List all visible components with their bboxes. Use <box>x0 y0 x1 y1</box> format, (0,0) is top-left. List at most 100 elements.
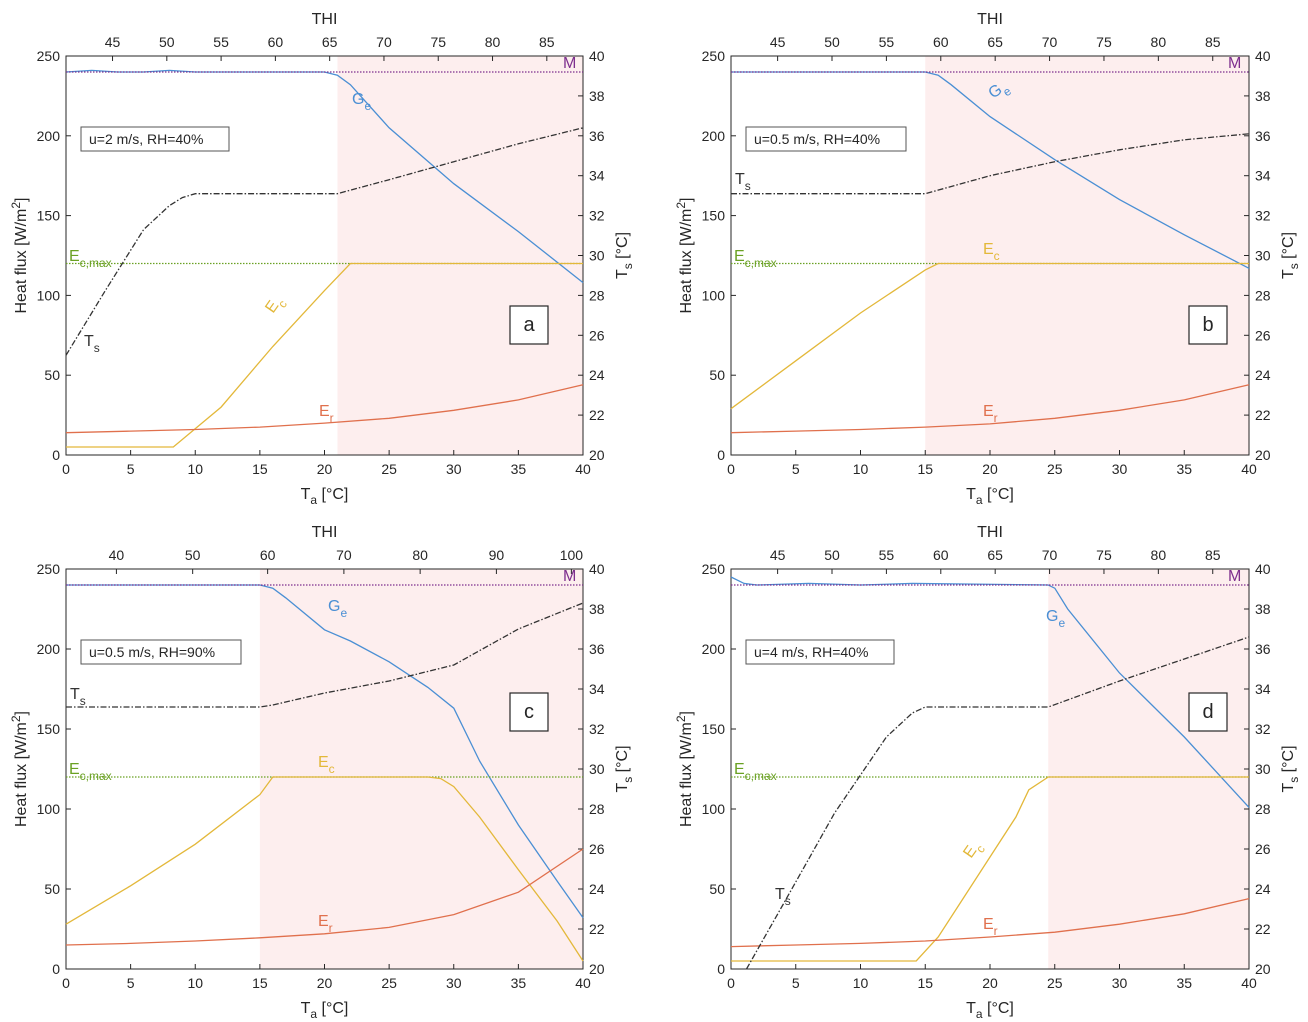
thi-tick-label: 75 <box>430 34 446 50</box>
x-tick-label: 15 <box>252 975 268 991</box>
y2-tick-label: 40 <box>589 48 605 64</box>
series-line-ge <box>730 576 1250 808</box>
y2-tick-label: 26 <box>589 841 605 857</box>
panel-letter: a <box>523 314 535 336</box>
y-tick-label: 100 <box>37 287 61 303</box>
curve-label-ecmax: Ec,max <box>734 761 777 783</box>
y-tick-label: 50 <box>709 367 725 383</box>
y-tick-label: 250 <box>37 48 61 64</box>
x-tick-label: 15 <box>252 461 268 477</box>
y2-tick-label: 20 <box>1255 447 1271 463</box>
y-tick-label: 150 <box>37 208 61 224</box>
panel-letter-box <box>1188 305 1228 345</box>
condition-label: u=0.5 m/s, RH=40% <box>754 131 880 147</box>
curve-label-ec: Ec <box>960 838 988 864</box>
y-tick-label: 50 <box>44 881 60 897</box>
y2-tick-label: 32 <box>589 208 605 224</box>
y2-tick-label: 38 <box>589 88 605 104</box>
y-tick-label: 200 <box>702 641 726 657</box>
x-tick-label: 5 <box>792 975 800 991</box>
curve-label-ecmax: Ec,max <box>69 761 112 783</box>
y-axis-label: Heat flux [W/m2] <box>674 197 695 313</box>
y-tick-label: 100 <box>702 801 726 817</box>
thi-tick-label: 50 <box>159 34 175 50</box>
y-tick-label: 150 <box>37 721 61 737</box>
condition-label: u=4 m/s, RH=40% <box>754 644 868 660</box>
chart-panel-b: 0 5 10 15 20 25 30 35 40 0 50 100 150 200 250 20 22 24 26 2… <box>674 11 1301 507</box>
x-tick-label: 35 <box>1176 461 1192 477</box>
chart-panel-a: 0 5 10 15 20 25 30 35 40 0 50 100 150 200 250 20 22 24 26 2… <box>9 11 635 507</box>
thi-tick-label: 70 <box>1042 34 1058 50</box>
x-axis-label: Ta [°C] <box>301 1000 349 1021</box>
y2-tick-label: 32 <box>589 721 605 737</box>
thi-tick-label: 70 <box>376 34 392 50</box>
panel-letter-box <box>1188 692 1228 732</box>
series-line-ec <box>66 262 583 448</box>
curve-label-m: M <box>563 568 576 585</box>
x-tick-label: 15 <box>917 461 933 477</box>
y-tick-label: 0 <box>52 961 60 977</box>
curve-label-er: Er <box>318 913 333 935</box>
y2-tick-label: 28 <box>589 801 605 817</box>
thi-tick-label: 55 <box>879 34 895 50</box>
curve-label-ts: Ts <box>84 333 100 355</box>
x-tick-label: 10 <box>187 975 203 991</box>
thi-tick-label: 50 <box>824 34 840 50</box>
x-axis-label: Ta [°C] <box>966 1000 1014 1021</box>
curve-label-m: M <box>1228 55 1241 72</box>
condition-box <box>80 639 242 665</box>
curve-label-ge: Ge <box>1046 608 1065 630</box>
y-tick-label: 250 <box>37 561 61 577</box>
x-tick-label: 10 <box>187 461 203 477</box>
series-line-ge <box>66 584 584 919</box>
y-axis-label: Heat flux [W/m2] <box>9 711 30 827</box>
series-line-er <box>65 848 584 946</box>
thi-tick-label: 80 <box>485 34 501 50</box>
series-line-er <box>730 897 1250 948</box>
thi-tick-label: 55 <box>213 34 229 50</box>
y2-tick-label: 38 <box>1255 601 1271 617</box>
y2-axis-label: Ts [°C] <box>1280 745 1301 792</box>
y2-tick-label: 26 <box>1255 841 1271 857</box>
x-tick-label: 20 <box>317 461 333 477</box>
x-tick-label: 40 <box>1241 975 1257 991</box>
thi-tick-label: 65 <box>987 547 1003 563</box>
thi-tick-label: 85 <box>1205 34 1221 50</box>
heat-stress-region <box>1048 569 1249 969</box>
x-tick-label: 25 <box>381 975 397 991</box>
x-tick-label: 30 <box>446 975 462 991</box>
y2-tick-label: 26 <box>589 327 605 343</box>
y2-tick-label: 36 <box>1255 641 1271 657</box>
y-tick-label: 0 <box>52 447 60 463</box>
y2-tick-label: 36 <box>589 641 605 657</box>
thi-tick-label: 65 <box>987 34 1003 50</box>
x-tick-label: 15 <box>917 975 933 991</box>
x-tick-label: 20 <box>982 461 998 477</box>
thi-tick-label: 55 <box>879 547 895 563</box>
curve-label-ecmax: Ec,max <box>734 248 777 270</box>
y2-tick-label: 28 <box>1255 801 1271 817</box>
y2-tick-label: 22 <box>1255 921 1271 937</box>
thi-tick-label: 45 <box>105 34 121 50</box>
series-line-er <box>730 384 1250 434</box>
thi-tick-label: 60 <box>933 34 949 50</box>
y-tick-label: 150 <box>702 208 726 224</box>
curve-label-m: M <box>563 55 576 72</box>
y-tick-label: 0 <box>717 447 725 463</box>
thi-tick-label: 60 <box>933 547 949 563</box>
x-axis-label: Ta [°C] <box>966 486 1014 507</box>
y-tick-label: 50 <box>709 881 725 897</box>
x-tick-label: 40 <box>575 461 591 477</box>
y2-tick-label: 26 <box>1255 327 1271 343</box>
x-tick-label: 10 <box>853 975 869 991</box>
series-line-ec <box>65 776 584 962</box>
y2-tick-label: 30 <box>589 248 605 264</box>
y-axis-label: Heat flux [W/m2] <box>9 197 30 313</box>
y2-tick-label: 36 <box>1255 128 1271 144</box>
thi-tick-label: 80 <box>1151 34 1167 50</box>
x-tick-label: 0 <box>727 975 735 991</box>
y2-tick-label: 24 <box>589 367 605 383</box>
series-line-ge <box>731 71 1250 269</box>
y2-tick-label: 24 <box>1255 881 1271 897</box>
y-tick-label: 0 <box>717 961 725 977</box>
